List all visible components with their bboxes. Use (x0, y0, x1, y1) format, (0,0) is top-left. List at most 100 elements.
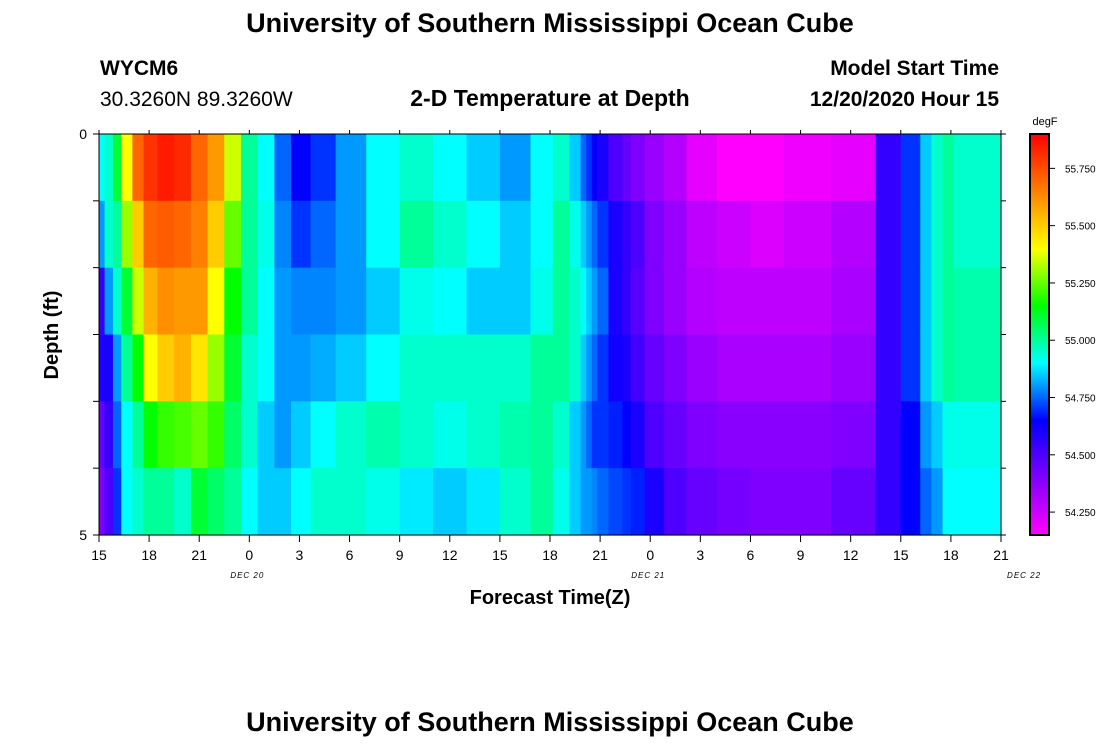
heatmap-cell (831, 134, 877, 202)
heatmap-cell (335, 468, 367, 536)
x-axis: 15 18 21 0 3 6 9 12 15 18 21 0 3 6 9 12 15 18 21 DEC 20 DEC … (91, 130, 1040, 580)
x-tick-label: 0 (245, 547, 253, 563)
heatmap-cell (224, 334, 242, 402)
heatmap-cell (664, 334, 688, 402)
heatmap-cell (466, 134, 501, 202)
heatmap-cell (900, 200, 921, 269)
heatmap-cell (552, 200, 571, 269)
heatmap-cell (499, 134, 532, 202)
heatmap-plot-area (99, 134, 1002, 536)
heatmap-cell (466, 401, 501, 469)
heatmap-cell (257, 401, 275, 469)
x-axis-label: Forecast Time(Z) (470, 587, 631, 609)
heatmap-cell (257, 134, 275, 202)
heatmap-cell (569, 401, 582, 469)
heatmap-cell (499, 200, 532, 269)
heatmap-cell (953, 200, 1002, 269)
heatmap-cell (224, 401, 242, 469)
heatmap-cell (399, 468, 434, 536)
heatmap-cell (310, 134, 337, 202)
heatmap-cell (569, 267, 582, 336)
heatmap-cell (121, 334, 134, 402)
heatmap-cell (104, 401, 114, 469)
heatmap-cell (875, 468, 902, 536)
heatmap-cell (240, 267, 259, 336)
heatmap-cell (112, 134, 122, 202)
heatmap-cell (190, 200, 209, 269)
heatmap-cell (831, 401, 877, 469)
heatmap-cell (224, 200, 242, 269)
y-axis: 05 (79, 126, 1006, 543)
heatmap-cell (310, 200, 337, 269)
heatmap-cell (112, 200, 122, 269)
heatmap-cell (586, 468, 593, 536)
colorbar-tick-label: 55.250 (1065, 279, 1096, 290)
heatmap-cell (644, 134, 665, 202)
colorbar-tick-label: 54.250 (1065, 508, 1096, 519)
colorbar-unit: degF (1032, 116, 1057, 128)
heatmap-cell (190, 267, 209, 336)
heatmap-cell (174, 200, 192, 269)
heatmap-cell (717, 401, 752, 469)
heatmap-cell (580, 334, 587, 402)
heatmap-cell (717, 267, 752, 336)
heatmap-cell (530, 468, 554, 536)
heatmap-cell (630, 468, 646, 536)
heatmap-cell (591, 468, 598, 536)
heatmap-cell (831, 267, 877, 336)
heatmap-cell (499, 334, 532, 402)
heatmap-cell (207, 468, 225, 536)
station-location: 30.3260N 89.3260W (100, 88, 293, 111)
x-tick-label: 9 (396, 547, 404, 563)
heatmap-cell (104, 334, 114, 402)
heatmap-cell (274, 334, 292, 402)
x-tick-label: 15 (91, 547, 107, 563)
heatmap-cell (931, 267, 944, 336)
heatmap-cell (530, 401, 554, 469)
heatmap-cell (207, 134, 225, 202)
x-tick-label: 21 (191, 547, 207, 563)
heatmap-cell (900, 134, 921, 202)
heatmap-cell (586, 267, 593, 336)
heatmap-cell (207, 401, 225, 469)
heatmap-cell (157, 334, 175, 402)
heatmap-cell (132, 200, 145, 269)
heatmap-cell (622, 134, 632, 202)
heatmap-cell (622, 200, 632, 269)
heatmap-cell (499, 468, 532, 536)
heatmap-cell (664, 200, 688, 269)
footer-title: University of Southern Mississippi Ocean… (246, 707, 854, 737)
heatmap-cell (291, 401, 312, 469)
heatmap-cell (335, 267, 367, 336)
heatmap-cell (686, 267, 718, 336)
heatmap-cell (622, 468, 632, 536)
heatmap-cell (399, 267, 434, 336)
model-start-value: 12/20/2020 Hour 15 (809, 88, 999, 111)
heatmap-cell (174, 468, 192, 536)
heatmap-cell (335, 134, 367, 202)
heatmap-cell (586, 200, 593, 269)
heatmap-cell (953, 334, 1002, 402)
colorbar-tick-label: 54.500 (1065, 451, 1096, 462)
x-tick-label: 15 (492, 547, 508, 563)
heatmap-cell (750, 401, 785, 469)
heatmap-cell (366, 134, 401, 202)
heatmap-cell (942, 334, 955, 402)
heatmap-cell (569, 468, 582, 536)
heatmap-cell (190, 334, 209, 402)
heatmap-cell (630, 200, 646, 269)
heatmap-cell (274, 200, 292, 269)
heatmap-cell (466, 200, 501, 269)
heatmap-cell (591, 134, 598, 202)
heatmap-cell (552, 267, 571, 336)
heatmap-cell (132, 401, 145, 469)
heatmap-cell (622, 334, 632, 402)
heatmap-cell (942, 401, 955, 469)
x-tick-label: 0 (646, 547, 654, 563)
heatmap-cell (224, 468, 242, 536)
heatmap-cell (586, 134, 593, 202)
heatmap-cell (530, 334, 554, 402)
heatmap-cell (686, 334, 718, 402)
heatmap-cell (112, 334, 122, 402)
